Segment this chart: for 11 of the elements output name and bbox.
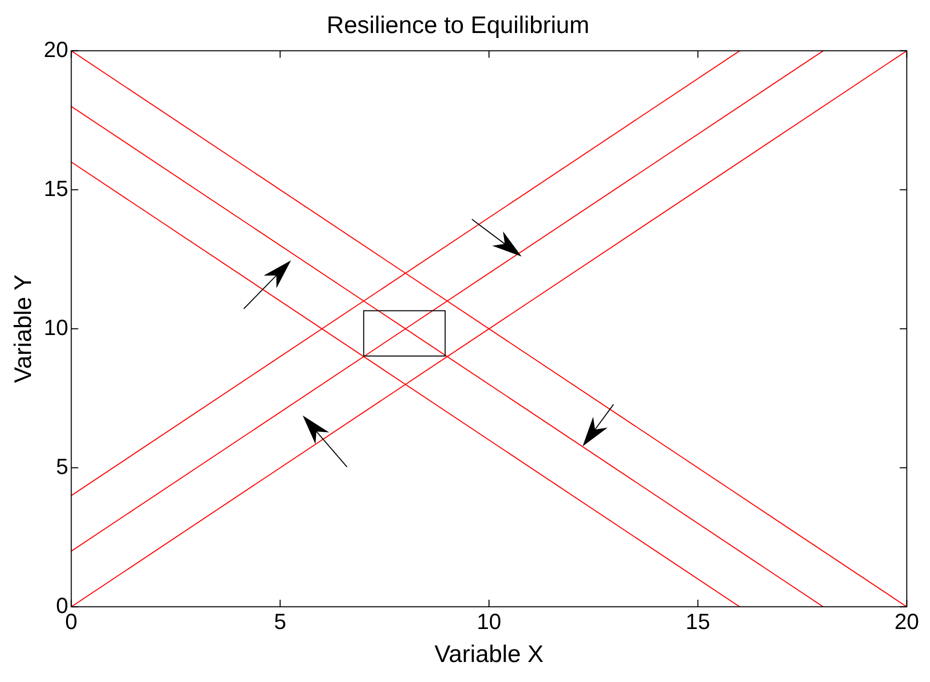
x-axis-title: Variable X bbox=[434, 641, 544, 668]
x-tick-label: 15 bbox=[686, 609, 710, 634]
y-tick-label: 10 bbox=[44, 314, 68, 340]
x-tick-label: 20 bbox=[894, 609, 920, 634]
chart-title: Resilience to Equilibrium bbox=[326, 12, 590, 40]
x-tick-label: 10 bbox=[476, 609, 502, 634]
y-tick-label: 20 bbox=[44, 36, 68, 62]
x-tick-label: 5 bbox=[274, 609, 286, 634]
y-tick-label: 15 bbox=[44, 176, 68, 201]
y-tick-label: 5 bbox=[56, 454, 68, 479]
y-axis-title: Variable Y bbox=[10, 274, 38, 384]
